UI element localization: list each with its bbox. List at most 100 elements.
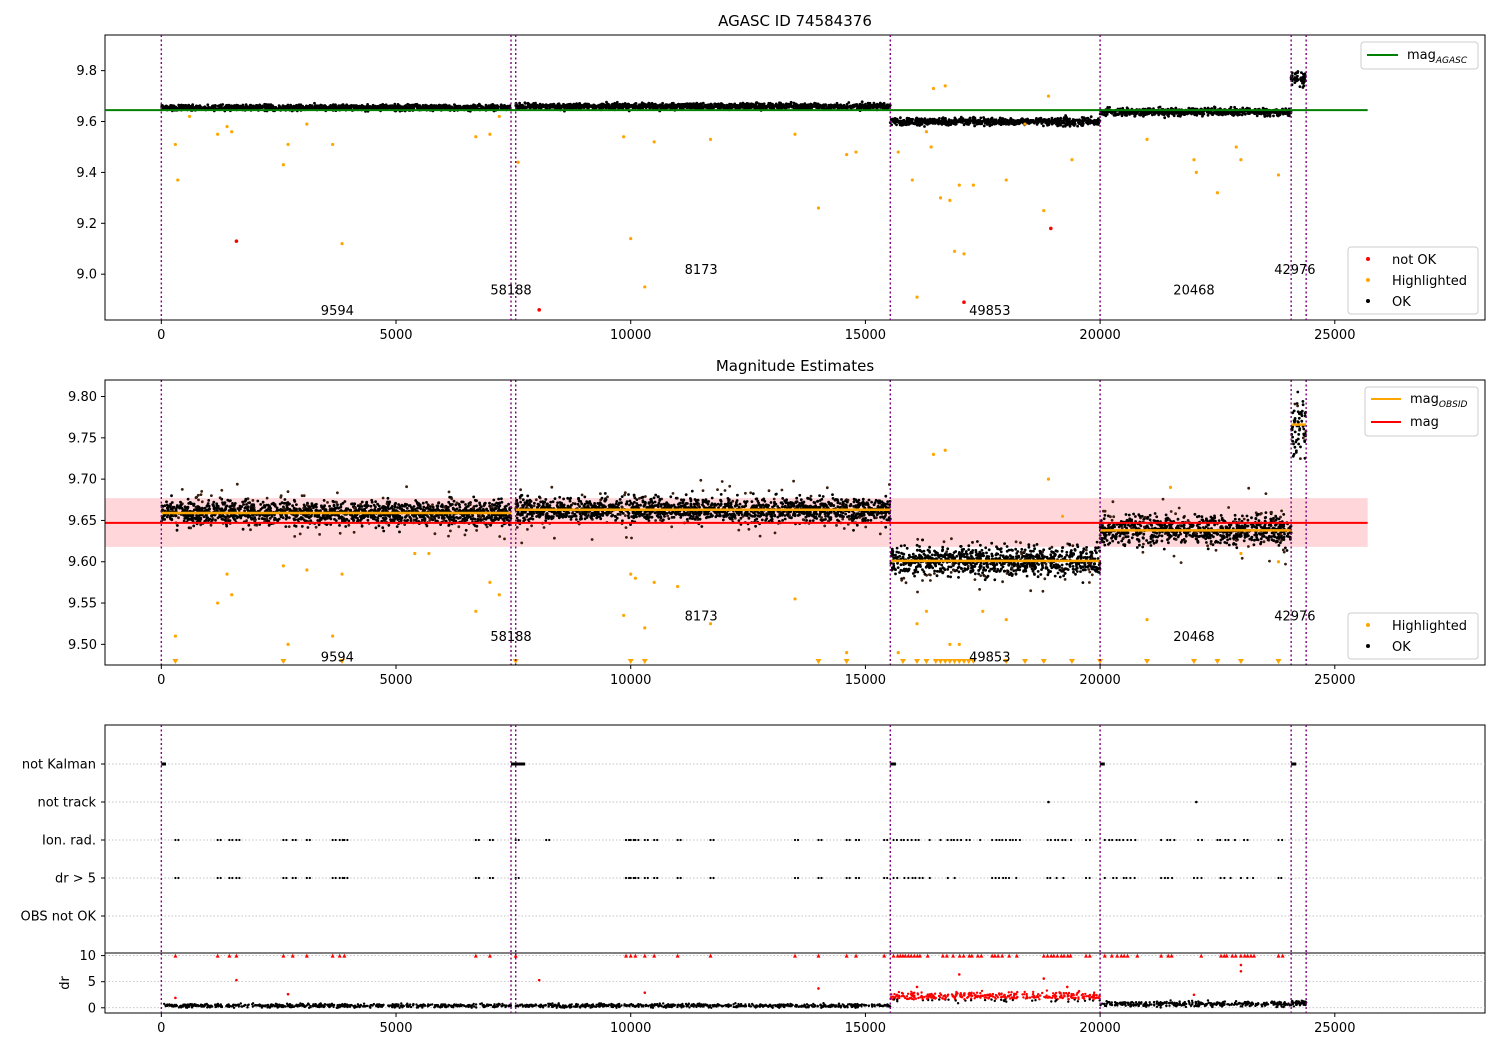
ok-point: [540, 104, 544, 108]
highlighted-point: [1046, 94, 1051, 98]
ok-point: [895, 123, 898, 127]
ok-point: [1029, 118, 1033, 122]
ok-point: [360, 508, 363, 511]
ok-point: [668, 104, 671, 107]
ok-point: [372, 106, 375, 110]
ok-point: [1048, 120, 1052, 124]
ok-point: [342, 106, 346, 109]
ok-point: [648, 102, 651, 105]
ok-point: [1088, 119, 1092, 122]
ok-point: [532, 106, 535, 109]
ok-point: [737, 105, 741, 109]
ok-point: [377, 524, 381, 528]
ok-point: [208, 507, 211, 511]
ok-point: [206, 103, 210, 107]
ok-point: [234, 105, 238, 109]
highlighted-point: [340, 242, 344, 246]
ok-point: [242, 503, 246, 506]
highlighted-point: [1194, 170, 1198, 175]
ok-point: [1218, 111, 1221, 115]
ok-point: [258, 106, 262, 110]
ok-point: [255, 104, 259, 107]
ok-point: [516, 106, 520, 109]
ok-point: [786, 103, 789, 107]
highlighted-point: [516, 160, 520, 164]
not-ok-point: [1049, 226, 1053, 231]
highlighted-point: [957, 183, 961, 187]
ok-point: [222, 106, 226, 110]
ok-point: [975, 122, 979, 126]
ok-point: [824, 104, 827, 108]
ok-point: [349, 104, 353, 107]
ok-point: [596, 104, 599, 108]
ok-point: [1050, 116, 1054, 120]
highlighted-point: [915, 295, 919, 299]
ok-point: [255, 106, 258, 110]
ok-point: [797, 104, 801, 108]
highlighted-point: [931, 86, 936, 91]
ok-point: [534, 101, 537, 105]
panel-1-legend-status: not OK Highlighted OK: [1347, 246, 1479, 315]
ok-point: [356, 105, 360, 109]
ok-point: [498, 501, 502, 505]
ok-point: [914, 119, 918, 122]
ok-point: [286, 103, 290, 107]
ok-point: [294, 106, 298, 110]
ok-point: [853, 103, 857, 107]
ok-point: [1299, 79, 1303, 83]
panel-1-frame: [104, 34, 1486, 321]
ok-point: [645, 104, 649, 108]
ok-point: [805, 105, 808, 109]
ok-point: [1039, 117, 1042, 120]
panel-1-title: AGASC ID 74584376: [718, 12, 872, 30]
ok-point: [258, 103, 262, 107]
ok-point: [611, 102, 614, 106]
obsid-label: 9594: [321, 304, 354, 319]
ok-point: [1272, 114, 1275, 118]
ok-point: [334, 103, 337, 107]
ok-point: [899, 116, 902, 120]
ok-point: [295, 103, 298, 107]
ok-point: [381, 526, 385, 530]
ok-point: [375, 105, 379, 109]
ok-point: [985, 118, 988, 122]
ok-point: [679, 105, 683, 109]
ok-point: [379, 103, 383, 107]
highlighted-point: [176, 178, 180, 182]
ok-point: [365, 104, 368, 108]
ok-point: [333, 106, 336, 110]
ok-point: [859, 103, 862, 107]
ok-point: [780, 106, 784, 110]
ok-point: [484, 103, 488, 107]
ok-point: [216, 104, 220, 108]
ok-point: [1018, 121, 1022, 125]
ok-point: [405, 485, 408, 489]
ok-point: [433, 532, 437, 536]
ok-point: [920, 119, 924, 123]
ok-point: [980, 120, 984, 123]
ok-point: [1300, 71, 1303, 74]
ok-point: [1105, 112, 1108, 116]
ok-point: [670, 101, 674, 105]
ok-point: [291, 504, 294, 508]
ok-point: [488, 106, 491, 109]
ok-point: [192, 524, 196, 528]
ok-point: [161, 104, 165, 107]
ok-point: [344, 525, 348, 528]
ok-point: [969, 119, 973, 122]
ok-point: [1281, 111, 1285, 115]
ok-point: [554, 106, 558, 109]
panel-1-ok-points: [160, 70, 1307, 128]
ok-point: [210, 105, 214, 109]
ok-point: [860, 100, 864, 104]
ok-point: [650, 101, 654, 105]
ok-point: [1047, 123, 1051, 127]
ok-point: [977, 119, 981, 123]
ok-point: [180, 488, 184, 491]
ok-point: [483, 517, 486, 521]
ok-point: [939, 121, 942, 125]
ok-point: [1230, 113, 1234, 117]
ok-point: [338, 524, 341, 527]
ok-point: [653, 104, 656, 108]
